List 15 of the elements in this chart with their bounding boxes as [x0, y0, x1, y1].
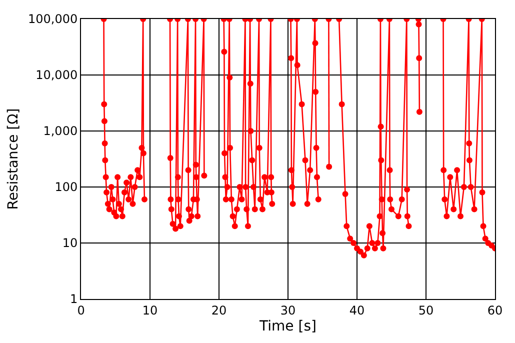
x-tick-label: 40 — [349, 303, 365, 318]
y-tick-label: 10,000 — [36, 68, 78, 82]
x-tick-label: 50 — [418, 303, 434, 318]
y-tick-label: 1 — [70, 292, 78, 306]
x-tick-label: 30 — [280, 303, 296, 318]
x-tick-label: 20 — [211, 303, 227, 318]
y-tick-label: 100 — [54, 180, 78, 194]
y-tick-label: 10 — [62, 236, 78, 250]
x-tick-label: 60 — [487, 303, 503, 318]
y-tick-label: 100,000 — [28, 12, 78, 26]
x-tick-label: 0 — [77, 303, 85, 318]
x-tick-label: 10 — [142, 303, 158, 318]
y-axis-title: Resistance [Ω] — [6, 108, 22, 210]
x-axis-title: Time [s] — [258, 318, 316, 335]
y-tick-label: 1,000 — [43, 124, 78, 138]
